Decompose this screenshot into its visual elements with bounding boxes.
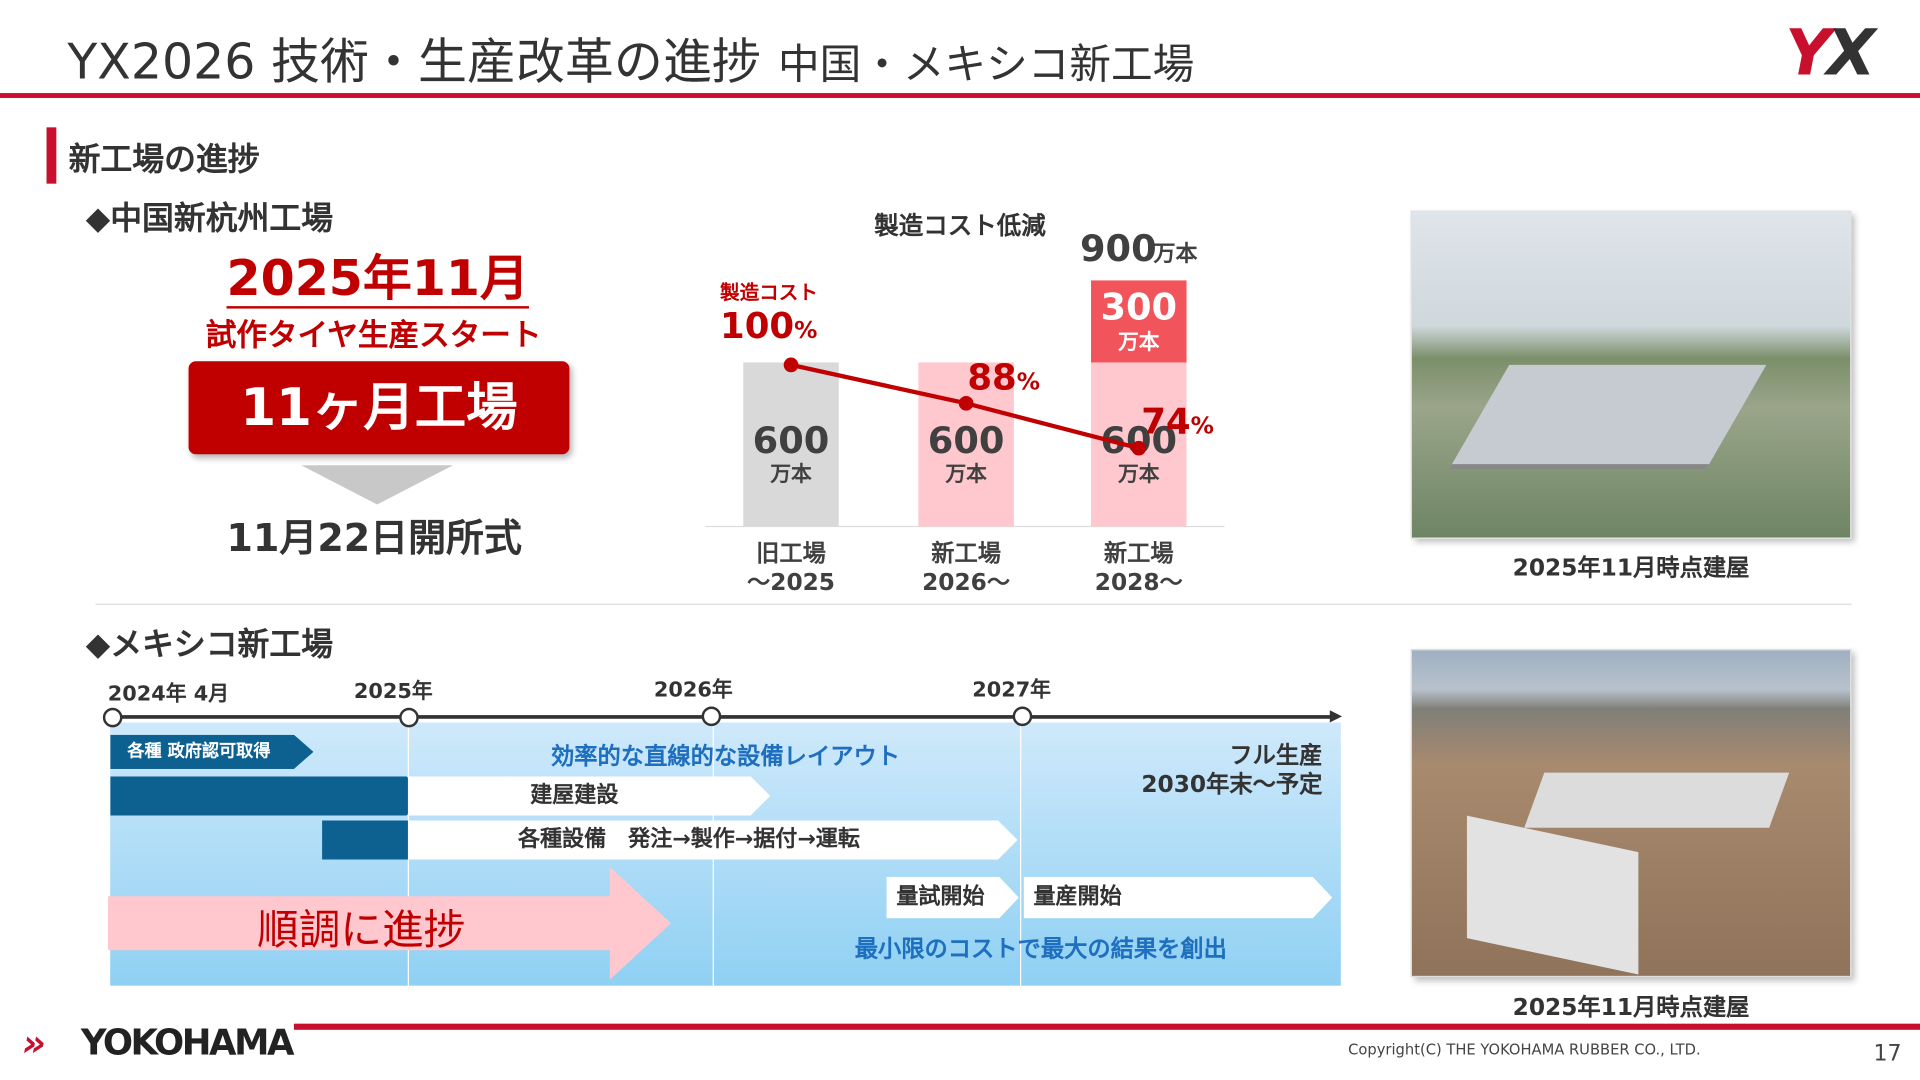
layout-text: 効率的な直線的な設備レイアウト [551,743,901,771]
category-label: 2026～ [922,569,1010,596]
mexico-photo-caption: 2025年11月時点建屋 [1512,994,1750,1022]
slogan-text: 最小限のコストで最大の結果を創出 [854,935,1227,963]
bar-add-value-label: 300 [1100,286,1177,329]
bar-add-unit-label: 万本 [1117,330,1160,354]
china-trial-start: 試作タイヤ生産スタート [205,317,542,353]
eleven-month-badge: 11ヶ月工場 [188,361,570,455]
cost-point [958,395,974,411]
bar-value-label: 600 [753,419,830,462]
milestone-2027: 2027年 [972,678,1052,703]
china-heading: ◆中国新杭州工場 [85,200,334,238]
cost-value-label: 100% [720,306,817,347]
trial-start-bar: 量試開始 [887,877,1019,919]
category-label: ～2025 [747,569,835,596]
bar-unit-label: 万本 [1117,462,1160,486]
timeline-axis [112,715,1335,719]
page-number: 17 [1873,1040,1902,1067]
mexico-factory-photo [1410,648,1852,978]
permit-bar: 各種 政府認可取得 [110,735,313,769]
section-title: 新工場の進捗 [68,142,260,179]
title-sub: 中国・メキシコ新工場 [777,40,1195,90]
bar-base [918,362,1014,527]
cost-point [1131,440,1147,456]
copyright: Copyright(C) THE YOKOHAMA RUBBER CO., LT… [1348,1040,1701,1058]
cost-chart: 600万本旧工場～2025600万本新工場2026～600万本300万本900万… [705,227,1225,596]
category-label: 旧工場 [756,540,826,567]
bar-unit-label: 万本 [769,462,812,486]
bar-base [743,362,839,527]
section-accent-bar [46,127,57,184]
header-divider [0,93,1920,98]
mass-start-bar: 量産開始 [1024,877,1333,919]
category-label: 新工場 [931,540,1001,567]
total-label: 900 [1080,227,1157,270]
total-unit-label: 万本 [1152,242,1197,267]
mexico-heading: ◆メキシコ新工場 [85,626,334,664]
yx-logo: YX [1785,17,1875,91]
yokohama-logo-icon: » [22,1022,46,1066]
page-title: YX2026 技術・生産改革の進捗 中国・メキシコ新工場 [67,22,1194,93]
category-label: 新工場 [1104,540,1174,567]
cost-series-label: 製造コスト [719,281,818,304]
chart-title: 製造コスト低減 [874,210,1046,241]
bar-value-label: 600 [928,419,1005,462]
milestone-2024-04: 2024年 4月 [107,682,230,707]
china-factory-photo [1410,210,1852,539]
china-photo-caption: 2025年11月時点建屋 [1512,554,1750,582]
milestone-marker [1012,706,1033,727]
milestone-marker [102,707,123,728]
section-divider [95,603,1852,605]
footer-line [293,1023,1920,1030]
progress-text: 順調に進捗 [257,906,466,956]
title-main: YX2026 技術・生産改革の進捗 [67,34,761,91]
milestone-2026: 2026年 [653,678,733,703]
cost-point [783,357,799,373]
equipment-bar: 各種設備 発注→製作→据付→運転 [408,820,1018,859]
axis-arrow-icon [1329,710,1343,723]
gridline [1020,722,1022,986]
down-arrow-icon [301,465,454,505]
china-date: 2025年11月 [226,251,529,309]
opening-ceremony: 11月22日開所式 [226,516,522,561]
bar-additional [1091,280,1187,363]
yokohama-brand: YOKOHAMA [80,1021,295,1063]
milestone-marker [399,707,419,728]
full-production: フル生産 [1229,742,1323,769]
building-progress-bar [110,776,426,815]
bar-unit-label: 万本 [944,462,987,486]
milestone-2025: 2025年 [353,679,433,705]
category-label: 2028～ [1095,569,1183,596]
full-production-date: 2030年末～予定 [1141,771,1323,799]
cost-value-label: 74% [1141,401,1214,442]
milestone-marker [701,706,722,727]
building-bar: 建屋建設 [408,776,770,815]
cost-value-label: 88% [967,357,1040,398]
